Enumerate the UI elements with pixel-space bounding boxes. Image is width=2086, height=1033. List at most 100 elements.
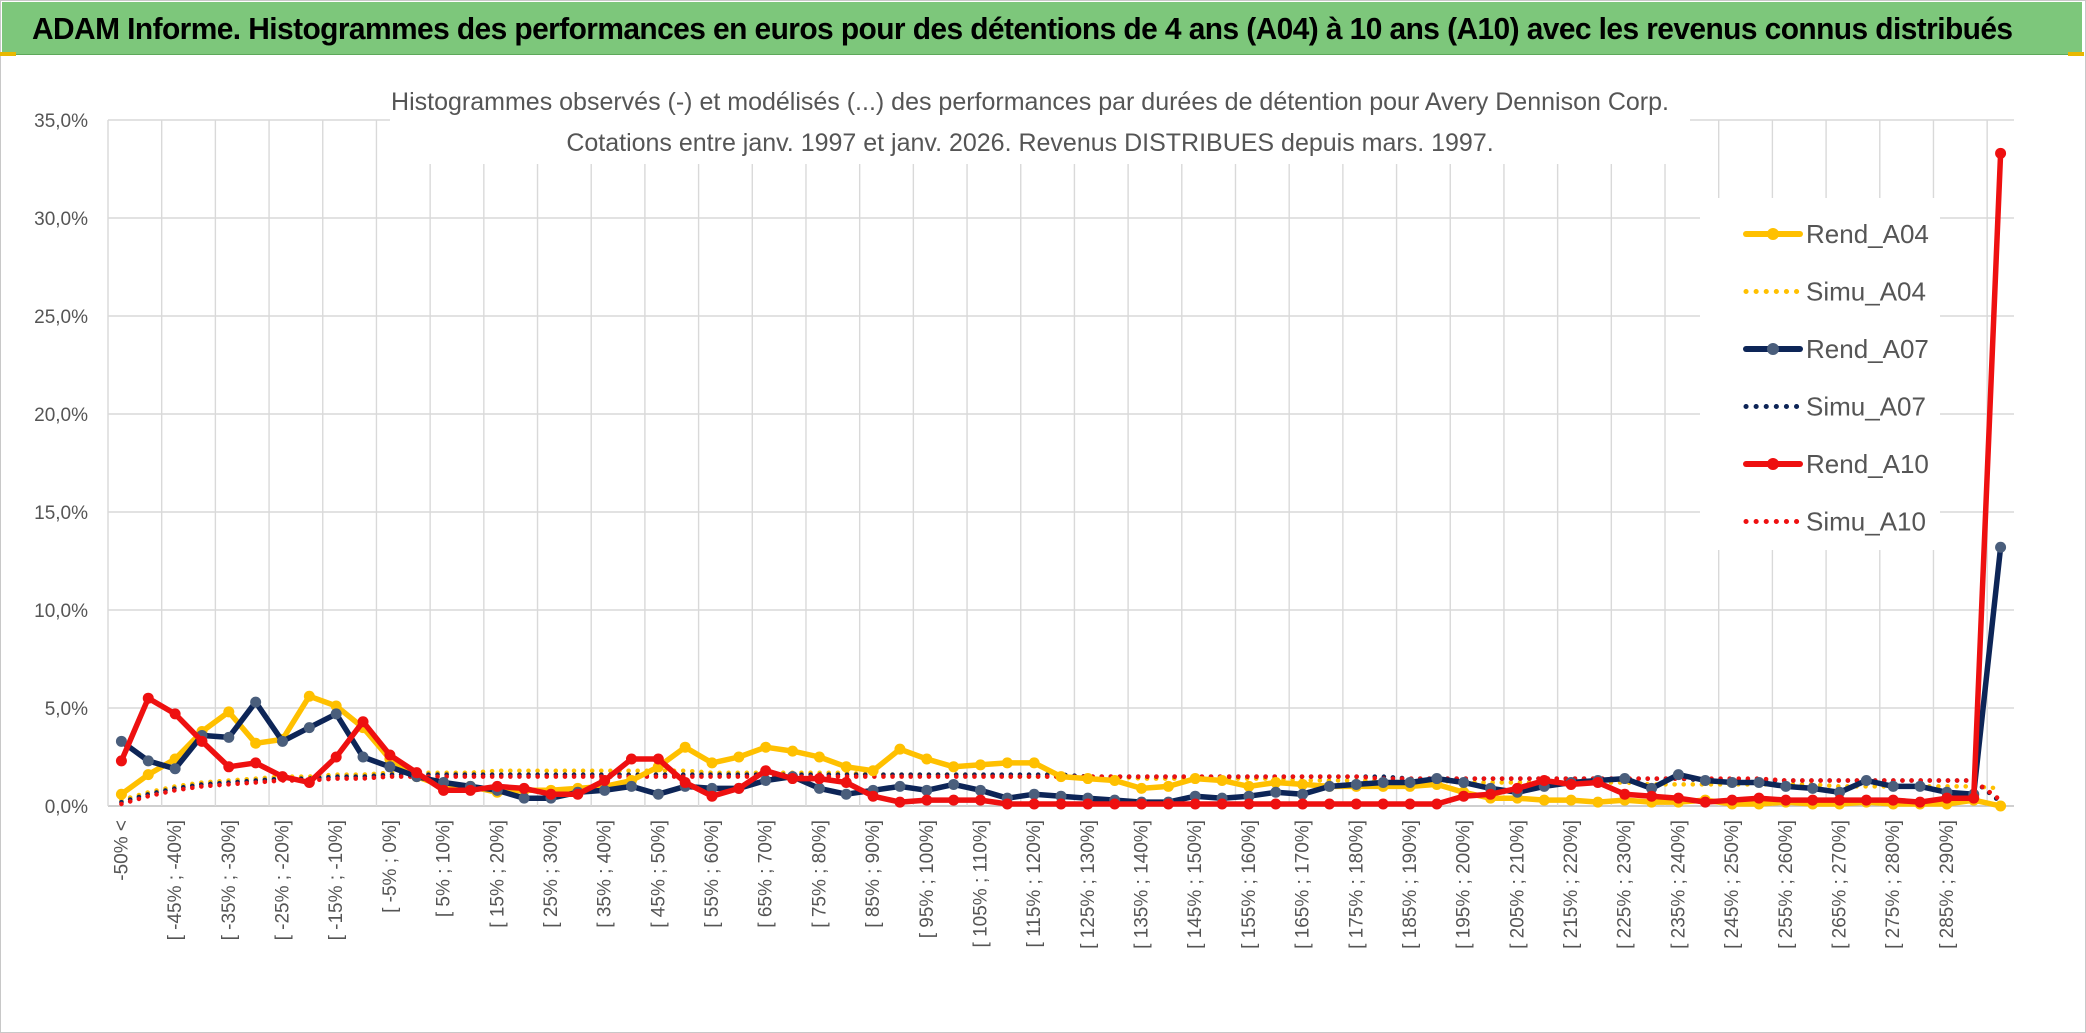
- data-point-rend_a10: [1243, 798, 1255, 810]
- data-point-rend_a04: [1243, 780, 1255, 792]
- data-point-rend_a04: [840, 761, 852, 773]
- x-tick-label: [ 205% ; 210%]: [1507, 820, 1528, 949]
- data-point-rend_a04: [787, 745, 799, 757]
- data-point-rend_a07: [330, 708, 342, 720]
- y-axis-ticks: 0,0% 5,0% 10,0% 15,0% 20,0% 25,0% 30,0% 35,0%: [34, 111, 88, 818]
- data-point-rend_a10: [223, 761, 235, 773]
- data-point-rend_a10: [1619, 788, 1631, 800]
- data-point-rend_a04: [813, 751, 825, 763]
- data-point-rend_a04: [733, 751, 745, 763]
- data-point-rend_a10: [411, 767, 423, 779]
- legend-marker-rend_a07: [1767, 343, 1779, 355]
- x-tick-label: [ -25% ; -20%]: [272, 820, 293, 940]
- data-point-rend_a10: [196, 735, 208, 747]
- y-tick-label: 10,0%: [34, 601, 88, 622]
- data-point-rend_a10: [1780, 794, 1792, 806]
- x-axis-ticks: -50% < [ -45% ; -40%] [ -35% ; -30%] [ -25%…: [111, 820, 1957, 949]
- data-point-rend_a10: [1082, 798, 1094, 810]
- data-point-rend_a04: [142, 769, 154, 781]
- data-point-rend_a04: [921, 753, 933, 765]
- data-point-rend_a10: [921, 794, 933, 806]
- legend-marker-rend_a10: [1767, 458, 1779, 470]
- data-point-rend_a07: [706, 782, 718, 794]
- legend-label-simu_a07: Simu_A07: [1806, 392, 1926, 422]
- data-point-rend_a04: [1995, 800, 2007, 812]
- data-point-rend_a10: [787, 773, 799, 785]
- data-point-rend_a07: [760, 775, 772, 787]
- data-point-rend_a10: [1860, 794, 1872, 806]
- data-point-rend_a07: [813, 782, 825, 794]
- y-tick-label: 0,0%: [45, 797, 88, 818]
- data-point-rend_a04: [974, 759, 986, 771]
- data-point-rend_a10: [1136, 798, 1148, 810]
- y-tick-label: 5,0%: [45, 699, 88, 720]
- x-tick-label: [ 115% ; 120%]: [1024, 820, 1045, 947]
- data-point-rend_a10: [679, 776, 691, 788]
- data-point-rend_a07: [974, 784, 986, 796]
- data-point-rend_a10: [1887, 794, 1899, 806]
- data-point-rend_a10: [1458, 790, 1470, 802]
- data-point-rend_a07: [303, 722, 315, 734]
- data-point-rend_a10: [330, 751, 342, 763]
- data-point-rend_a10: [1028, 798, 1040, 810]
- data-point-rend_a04: [948, 761, 960, 773]
- data-point-rend_a10: [142, 692, 154, 704]
- data-point-rend_a07: [1055, 790, 1067, 802]
- x-tick-label: -50% <: [111, 820, 132, 881]
- data-point-rend_a10: [115, 755, 127, 767]
- data-point-rend_a10: [652, 753, 664, 765]
- x-tick-label: [ 245% ; 250%]: [1722, 820, 1743, 949]
- data-point-rend_a07: [1404, 776, 1416, 788]
- x-tick-label: [ 285% ; 290%]: [1937, 820, 1958, 949]
- x-tick-label: [ 45% ; 50%]: [648, 820, 669, 928]
- data-point-rend_a10: [733, 782, 745, 794]
- data-point-rend_a04: [1189, 773, 1201, 785]
- data-point-rend_a10: [438, 784, 450, 796]
- legend-backdrop: [1700, 198, 1940, 550]
- chart-subtitle: Cotations entre janv. 1997 et janv. 2026…: [566, 129, 1493, 157]
- data-point-rend_a10: [1995, 147, 2007, 159]
- data-point-rend_a10: [303, 776, 315, 788]
- data-point-rend_a10: [1672, 792, 1684, 804]
- x-tick-label: [ 195% ; 200%]: [1454, 820, 1475, 949]
- y-tick-label: 25,0%: [34, 307, 88, 328]
- x-tick-label: [ -15% ; -10%]: [326, 820, 347, 940]
- data-point-rend_a10: [867, 790, 879, 802]
- data-point-rend_a10: [1726, 794, 1738, 806]
- data-point-rend_a10: [894, 796, 906, 808]
- data-point-rend_a07: [1646, 782, 1658, 794]
- data-point-rend_a07: [1323, 780, 1335, 792]
- y-tick-label: 30,0%: [34, 209, 88, 230]
- x-tick-label: [ 5% ; 10%]: [434, 820, 455, 917]
- x-tick-label: [ 15% ; 20%]: [487, 820, 508, 928]
- data-point-rend_a07: [894, 780, 906, 792]
- header-bar: ADAM Informe. Histogrammes des performan…: [2, 2, 2082, 55]
- data-point-rend_a04: [867, 765, 879, 777]
- legend-label-simu_a10: Simu_A10: [1806, 507, 1926, 537]
- data-point-rend_a10: [1511, 782, 1523, 794]
- data-point-rend_a10: [518, 782, 530, 794]
- data-point-rend_a10: [464, 784, 476, 796]
- chart-title: Histogrammes observés (-) et modélisés (…: [391, 88, 1669, 116]
- data-point-rend_a07: [1431, 773, 1443, 785]
- data-point-rend_a10: [250, 757, 262, 769]
- data-point-rend_a10: [1646, 790, 1658, 802]
- data-point-rend_a07: [599, 784, 611, 796]
- data-point-rend_a07: [840, 788, 852, 800]
- data-point-rend_a10: [1404, 798, 1416, 810]
- data-point-rend_a07: [223, 731, 235, 743]
- data-point-rend_a10: [1753, 792, 1765, 804]
- y-tick-label: 15,0%: [34, 503, 88, 524]
- data-point-rend_a07: [1350, 778, 1362, 790]
- data-point-rend_a07: [250, 696, 262, 708]
- data-point-rend_a10: [1699, 796, 1711, 808]
- data-point-rend_a10: [1297, 798, 1309, 810]
- data-point-rend_a10: [1941, 792, 1953, 804]
- data-point-rend_a10: [1968, 792, 1980, 804]
- data-point-rend_a07: [1458, 776, 1470, 788]
- legend-label-rend_a10: Rend_A10: [1806, 449, 1929, 479]
- data-point-rend_a04: [706, 757, 718, 769]
- data-point-rend_a04: [1082, 773, 1094, 785]
- data-point-rend_a07: [1914, 780, 1926, 792]
- data-point-rend_a10: [840, 776, 852, 788]
